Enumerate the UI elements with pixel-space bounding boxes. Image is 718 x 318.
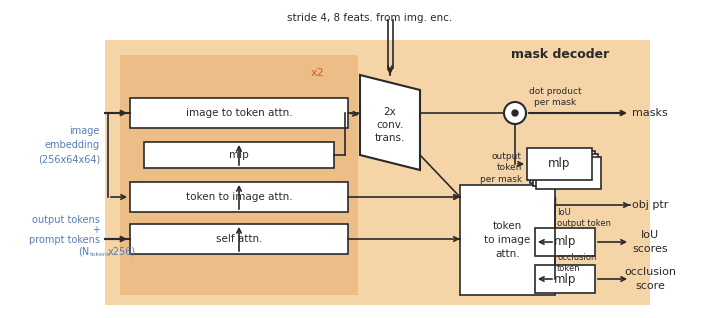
Text: prompt tokens: prompt tokens — [29, 235, 100, 245]
Circle shape — [512, 110, 518, 116]
Text: +: + — [92, 225, 100, 235]
Text: (N: (N — [78, 247, 89, 257]
Bar — [130, 224, 348, 254]
Bar — [535, 228, 595, 256]
Text: dot product
per mask: dot product per mask — [528, 87, 582, 107]
Text: x256): x256) — [108, 247, 136, 257]
Bar — [460, 185, 555, 295]
Bar — [144, 142, 334, 168]
Bar — [527, 148, 592, 180]
Text: IoU
scores: IoU scores — [632, 231, 668, 253]
Bar — [130, 182, 348, 212]
Text: stride 4, 8 feats. from img. enc.: stride 4, 8 feats. from img. enc. — [287, 13, 452, 23]
Text: token
to image
attn.: token to image attn. — [485, 221, 531, 259]
Polygon shape — [360, 75, 420, 170]
Text: image to token attn.: image to token attn. — [186, 108, 292, 118]
Bar — [536, 157, 601, 189]
Bar — [535, 265, 595, 293]
Bar — [105, 40, 650, 305]
Bar — [530, 151, 595, 183]
Text: output
token
per mask: output token per mask — [480, 152, 522, 183]
Text: x2: x2 — [311, 68, 325, 78]
Bar — [533, 154, 598, 186]
Text: 2x
conv.
trans.: 2x conv. trans. — [375, 107, 405, 143]
Text: occlusion
token: occlusion token — [557, 253, 597, 273]
Text: mlp: mlp — [554, 273, 576, 286]
Text: occlusion
score: occlusion score — [624, 267, 676, 291]
Text: self attn.: self attn. — [215, 234, 262, 244]
Bar — [130, 98, 348, 128]
Text: image
embedding
(256x64x64): image embedding (256x64x64) — [38, 126, 100, 164]
Circle shape — [504, 102, 526, 124]
Text: mask decoder: mask decoder — [511, 49, 609, 61]
Text: mlp: mlp — [229, 150, 249, 160]
Text: token to image attn.: token to image attn. — [186, 192, 292, 202]
Text: IoU
output token: IoU output token — [557, 208, 611, 228]
Text: output tokens: output tokens — [32, 215, 100, 225]
Text: mlp: mlp — [549, 157, 571, 170]
Bar — [120, 55, 358, 295]
Text: masks: masks — [632, 108, 668, 118]
Text: obj ptr: obj ptr — [632, 200, 668, 210]
Text: mlp: mlp — [554, 236, 576, 248]
Text: tokens: tokens — [90, 252, 111, 258]
